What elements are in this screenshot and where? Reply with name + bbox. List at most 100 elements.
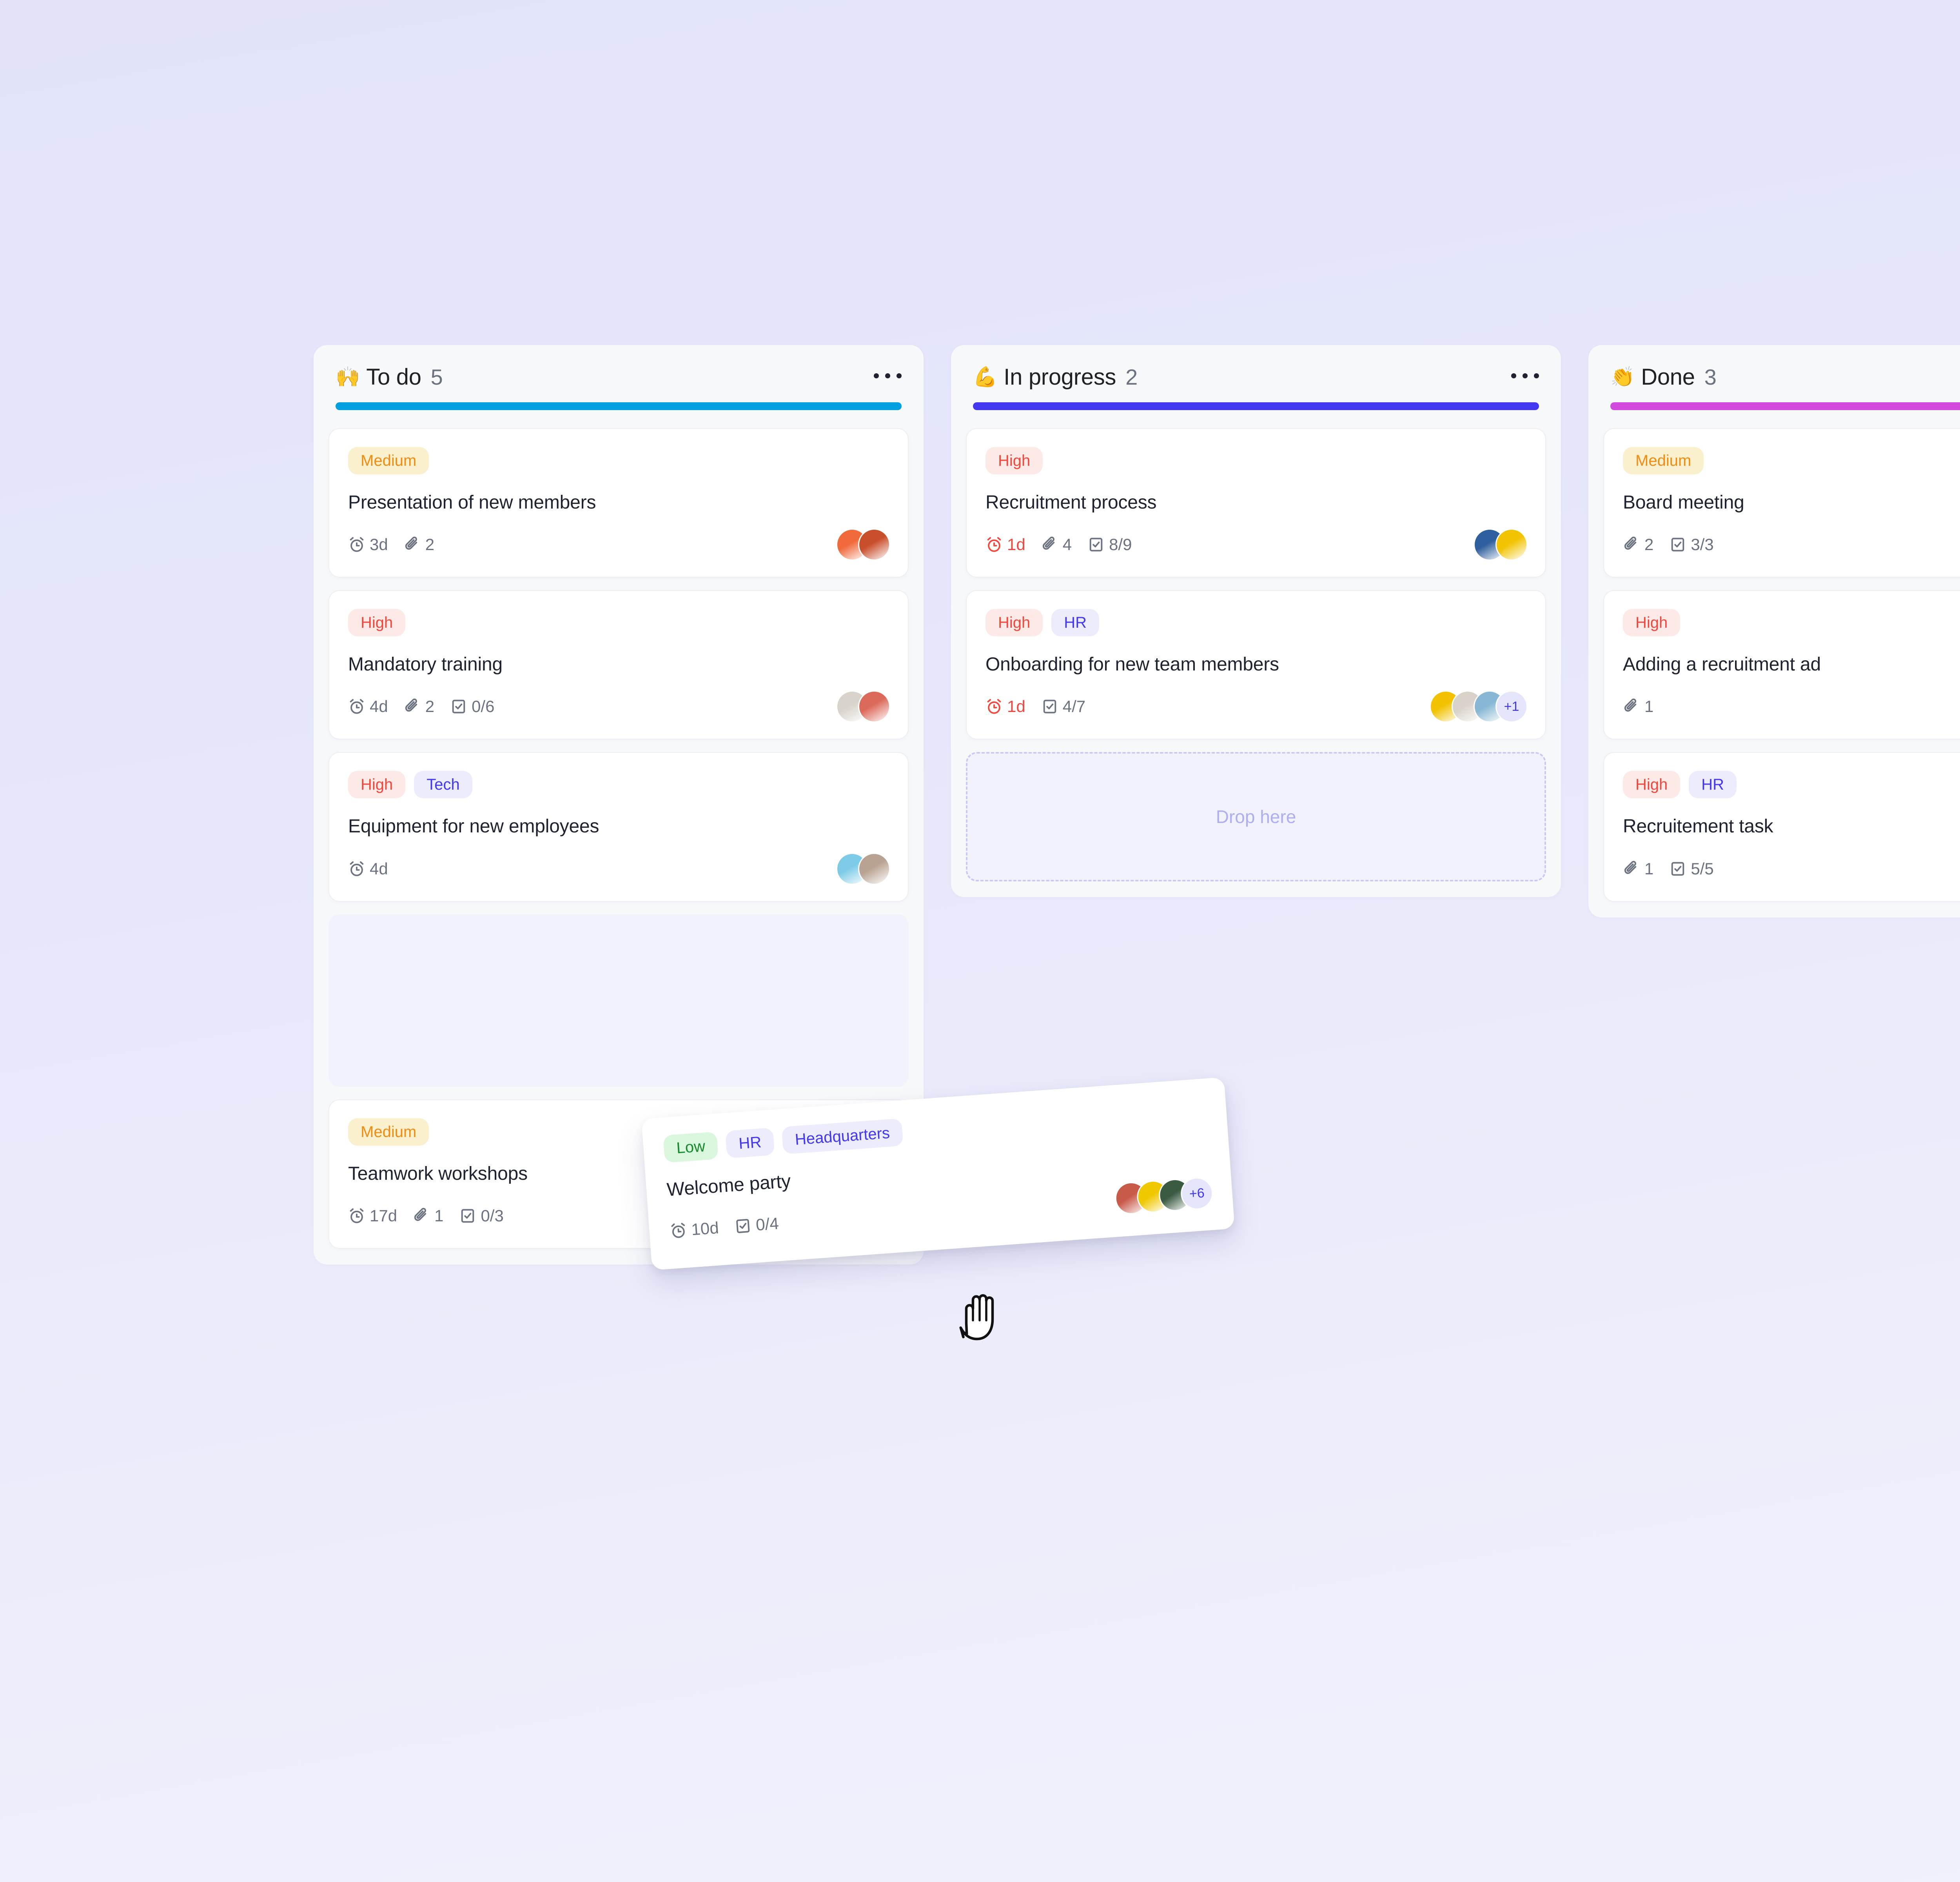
card-footer: 2 3/3 xyxy=(1623,513,1960,560)
paperclip-icon xyxy=(413,1207,430,1224)
column-card-count: 2 xyxy=(1125,364,1138,389)
flexed-biceps-emoji: 💪 xyxy=(973,366,998,388)
checklist-icon xyxy=(1669,536,1686,553)
avatar-group[interactable] xyxy=(837,692,889,722)
meta-alarm-clock: 4d xyxy=(348,697,388,716)
card-footer: 1 xyxy=(1623,675,1960,721)
drag-placeholder-slot xyxy=(328,914,909,1087)
alarm-clock-icon xyxy=(669,1221,688,1240)
meta-value: 0/4 xyxy=(755,1214,780,1234)
task-card-done-2[interactable]: High HR Recruitement task 1 5/5 xyxy=(1603,752,1960,902)
meta-alarm-clock: 1d xyxy=(985,535,1025,554)
card-title: Board meeting xyxy=(1623,492,1744,513)
meta-checklist: 0/4 xyxy=(734,1214,780,1236)
card-footer: 3d 2 xyxy=(348,513,889,560)
avatar-group[interactable]: +1 xyxy=(1431,692,1526,722)
avatar-group[interactable] xyxy=(837,854,889,884)
meta-value: 3/3 xyxy=(1691,535,1714,554)
column-accent-rule xyxy=(1610,402,1960,410)
alarm-clock-icon xyxy=(348,536,365,553)
card-title: Onboarding for new team members xyxy=(985,654,1279,675)
column-menu-button[interactable] xyxy=(874,373,902,381)
tag-row: Medium xyxy=(1623,447,1960,474)
column-todo: 🙌 To do 5 Medium Presentation of new members… xyxy=(314,345,924,1264)
column-card-list: High Recruitment process 1d 4 8/9 High HR Onboa… xyxy=(951,410,1561,882)
checklist-icon xyxy=(734,1217,752,1235)
drop-zone[interactable]: Drop here xyxy=(966,752,1546,882)
meta-value: 1d xyxy=(1007,697,1025,716)
column-menu-button[interactable] xyxy=(1511,373,1539,381)
card-title: Equipment for new employees xyxy=(348,816,599,837)
tag-high[interactable]: High xyxy=(348,771,406,799)
tag-high[interactable]: High xyxy=(985,447,1043,474)
tag-hr[interactable]: HR xyxy=(1051,609,1100,637)
tag-medium[interactable]: Medium xyxy=(348,1118,429,1146)
tag-hr[interactable]: HR xyxy=(1689,771,1737,799)
dragged-card-welcome-party[interactable]: Low HR Headquarters Welcome party 10d 0/4 +6 xyxy=(641,1077,1235,1270)
column-title: In progress xyxy=(1004,364,1116,390)
meta-checklist: 8/9 xyxy=(1087,535,1132,554)
tag-high[interactable]: High xyxy=(348,609,406,637)
avatar[interactable] xyxy=(859,854,889,884)
task-card-todo-1[interactable]: High Mandatory training 4d 2 0/6 xyxy=(328,590,909,740)
drop-zone-label: Drop here xyxy=(1216,807,1296,827)
column-done: 👏 Done 3 Medium Board meeting 2 3/3 High Adding … xyxy=(1588,345,1960,917)
meta-paperclip: 1 xyxy=(1623,859,1653,878)
tag-medium[interactable]: Medium xyxy=(348,447,429,474)
task-card-todo-0[interactable]: Medium Presentation of new members 3d 2 xyxy=(328,428,909,578)
card-meta: 2 3/3 xyxy=(1623,535,1714,554)
card-footer: 4d xyxy=(348,837,889,884)
meta-value: 4d xyxy=(370,859,388,878)
meta-value: 1d xyxy=(1007,535,1025,554)
meta-paperclip: 4 xyxy=(1041,535,1072,554)
meta-paperclip: 2 xyxy=(1623,535,1653,554)
tag-medium[interactable]: Medium xyxy=(1623,447,1704,474)
meta-alarm-clock: 3d xyxy=(348,535,388,554)
column-accent-rule xyxy=(336,402,902,410)
task-card-todo-2[interactable]: High Tech Equipment for new employees 4d xyxy=(328,752,909,902)
meta-value: 0/6 xyxy=(472,697,495,716)
alarm-clock-icon xyxy=(348,860,365,877)
meta-alarm-clock: 1d xyxy=(985,697,1025,716)
card-footer: 10d 0/4 +6 xyxy=(668,1162,1213,1246)
checklist-icon xyxy=(459,1207,476,1224)
card-title: Recruitement task xyxy=(1623,816,1773,837)
avatar-group[interactable] xyxy=(837,530,889,560)
task-card-done-0[interactable]: Medium Board meeting 2 3/3 xyxy=(1603,428,1960,578)
meta-value: 10d xyxy=(690,1218,720,1239)
alarm-clock-icon xyxy=(348,698,365,715)
avatar[interactable] xyxy=(859,692,889,722)
meta-paperclip: 1 xyxy=(413,1206,443,1225)
tag-high[interactable]: High xyxy=(1623,609,1681,637)
task-card-done-1[interactable]: High Adding a recruitment ad 1 xyxy=(1603,590,1960,740)
meta-value: 4d xyxy=(370,697,388,716)
tag-headquarters[interactable]: Headquarters xyxy=(781,1118,904,1155)
avatar[interactable] xyxy=(1497,530,1526,560)
task-card-inprogress-0[interactable]: High Recruitment process 1d 4 8/9 xyxy=(966,428,1546,578)
alarm-clock-icon xyxy=(985,698,1003,715)
tag-high[interactable]: High xyxy=(1623,771,1681,799)
card-meta: 4d 2 0/6 xyxy=(348,697,494,716)
avatar-group[interactable]: +6 xyxy=(1115,1177,1213,1214)
card-title: Adding a recruitment ad xyxy=(1623,654,1821,675)
avatar-group[interactable] xyxy=(1475,530,1526,560)
column-header-todo: 🙌 To do 5 xyxy=(314,345,924,390)
tag-row: High xyxy=(985,447,1526,474)
meta-checklist: 0/3 xyxy=(459,1206,504,1225)
column-title: To do xyxy=(366,364,421,390)
tag-low[interactable]: Low xyxy=(663,1132,719,1163)
tag-tech[interactable]: Tech xyxy=(414,771,472,799)
tag-high[interactable]: High xyxy=(985,609,1043,637)
card-title: Mandatory training xyxy=(348,654,503,675)
avatar-overflow-count[interactable]: +1 xyxy=(1497,692,1526,722)
alarm-clock-icon xyxy=(985,536,1003,553)
task-card-inprogress-1[interactable]: High HR Onboarding for new team members 1d 4… xyxy=(966,590,1546,740)
meta-value: 0/3 xyxy=(481,1206,504,1225)
meta-checklist: 3/3 xyxy=(1669,535,1714,554)
tag-hr[interactable]: HR xyxy=(725,1127,775,1159)
meta-value: 4 xyxy=(1062,535,1072,554)
tag-row: High HR xyxy=(1623,771,1960,799)
grab-hand-cursor xyxy=(956,1288,1007,1349)
card-meta: 1d 4 8/9 xyxy=(985,535,1132,554)
avatar[interactable] xyxy=(859,530,889,560)
